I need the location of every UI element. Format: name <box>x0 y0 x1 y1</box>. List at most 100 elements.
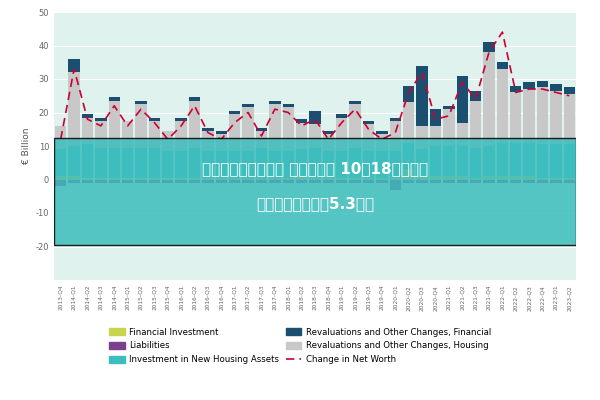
Bar <box>283 180 294 183</box>
Bar <box>510 86 521 92</box>
Bar <box>510 92 521 143</box>
Bar <box>563 180 575 183</box>
Bar <box>416 180 428 183</box>
Bar <box>215 134 227 151</box>
Bar <box>349 178 361 180</box>
Bar <box>363 124 374 151</box>
Bar <box>149 118 160 121</box>
Bar <box>376 134 388 151</box>
Bar <box>349 101 361 104</box>
Bar <box>215 178 227 180</box>
Bar <box>523 89 535 143</box>
FancyBboxPatch shape <box>54 138 576 245</box>
Text: 如何使用杠杆买股票 三元生物： 10月18日高管聂: 如何使用杠杆买股票 三元生物： 10月18日高管聂 <box>202 161 428 176</box>
Bar <box>537 178 548 180</box>
Bar <box>242 108 254 151</box>
Bar <box>403 102 415 143</box>
Bar <box>537 180 548 183</box>
Bar <box>563 144 575 178</box>
Bar <box>162 131 173 151</box>
Bar <box>136 178 146 180</box>
Bar <box>283 178 294 180</box>
Bar <box>497 143 508 176</box>
Bar <box>443 146 455 176</box>
Bar <box>109 180 120 183</box>
Bar <box>550 84 562 91</box>
Bar <box>68 180 80 183</box>
Bar <box>109 148 120 178</box>
Bar <box>82 144 93 178</box>
Bar <box>189 98 200 101</box>
Bar <box>470 148 481 178</box>
Bar <box>310 178 320 180</box>
Bar <box>229 151 241 178</box>
Bar <box>269 180 281 183</box>
Bar <box>416 126 428 149</box>
Bar <box>95 148 107 178</box>
Bar <box>122 178 133 180</box>
Bar <box>296 119 307 122</box>
Bar <box>68 176 80 180</box>
Bar <box>256 180 267 183</box>
Bar <box>162 178 173 180</box>
Bar <box>363 151 374 178</box>
Bar <box>175 151 187 178</box>
Bar <box>323 180 334 183</box>
Bar <box>376 180 388 183</box>
Bar <box>376 131 388 134</box>
Bar <box>242 180 254 183</box>
Bar <box>484 176 494 180</box>
Bar <box>310 148 320 178</box>
Bar <box>430 109 441 126</box>
Bar <box>202 128 214 131</box>
Bar <box>497 69 508 143</box>
Bar <box>68 146 80 176</box>
Bar <box>55 126 67 149</box>
Bar <box>363 178 374 180</box>
Bar <box>443 180 455 183</box>
Bar <box>349 180 361 183</box>
Bar <box>403 170 415 180</box>
Bar <box>457 180 468 183</box>
Bar <box>189 178 200 180</box>
Bar <box>149 180 160 183</box>
Bar <box>457 76 468 122</box>
Y-axis label: € Billion: € Billion <box>22 128 31 164</box>
Bar <box>323 178 334 180</box>
Bar <box>95 178 107 180</box>
Bar <box>175 118 187 121</box>
Bar <box>55 176 67 180</box>
Bar <box>256 148 267 178</box>
Bar <box>256 178 267 180</box>
Bar <box>68 72 80 146</box>
Bar <box>82 118 93 144</box>
Bar <box>242 151 254 178</box>
Bar <box>497 176 508 180</box>
Bar <box>202 178 214 180</box>
Bar <box>430 146 441 176</box>
Bar <box>363 180 374 183</box>
Bar <box>563 178 575 180</box>
Bar <box>363 121 374 124</box>
Text: 在建增持股份合计5.3万股: 在建增持股份合计5.3万股 <box>256 196 374 211</box>
Bar <box>523 176 535 180</box>
Bar <box>376 178 388 180</box>
Bar <box>403 86 415 102</box>
Bar <box>256 131 267 148</box>
Bar <box>443 176 455 180</box>
Bar <box>296 122 307 149</box>
Bar <box>470 180 481 183</box>
Bar <box>55 149 67 176</box>
Bar <box>296 149 307 176</box>
Bar <box>82 114 93 118</box>
Bar <box>523 82 535 89</box>
Bar <box>497 180 508 183</box>
Bar <box>563 87 575 94</box>
Bar <box>283 104 294 108</box>
Bar <box>484 42 494 52</box>
Bar <box>323 131 334 134</box>
Bar <box>122 121 133 148</box>
Bar <box>537 87 548 144</box>
Bar <box>242 178 254 180</box>
Bar <box>296 176 307 180</box>
